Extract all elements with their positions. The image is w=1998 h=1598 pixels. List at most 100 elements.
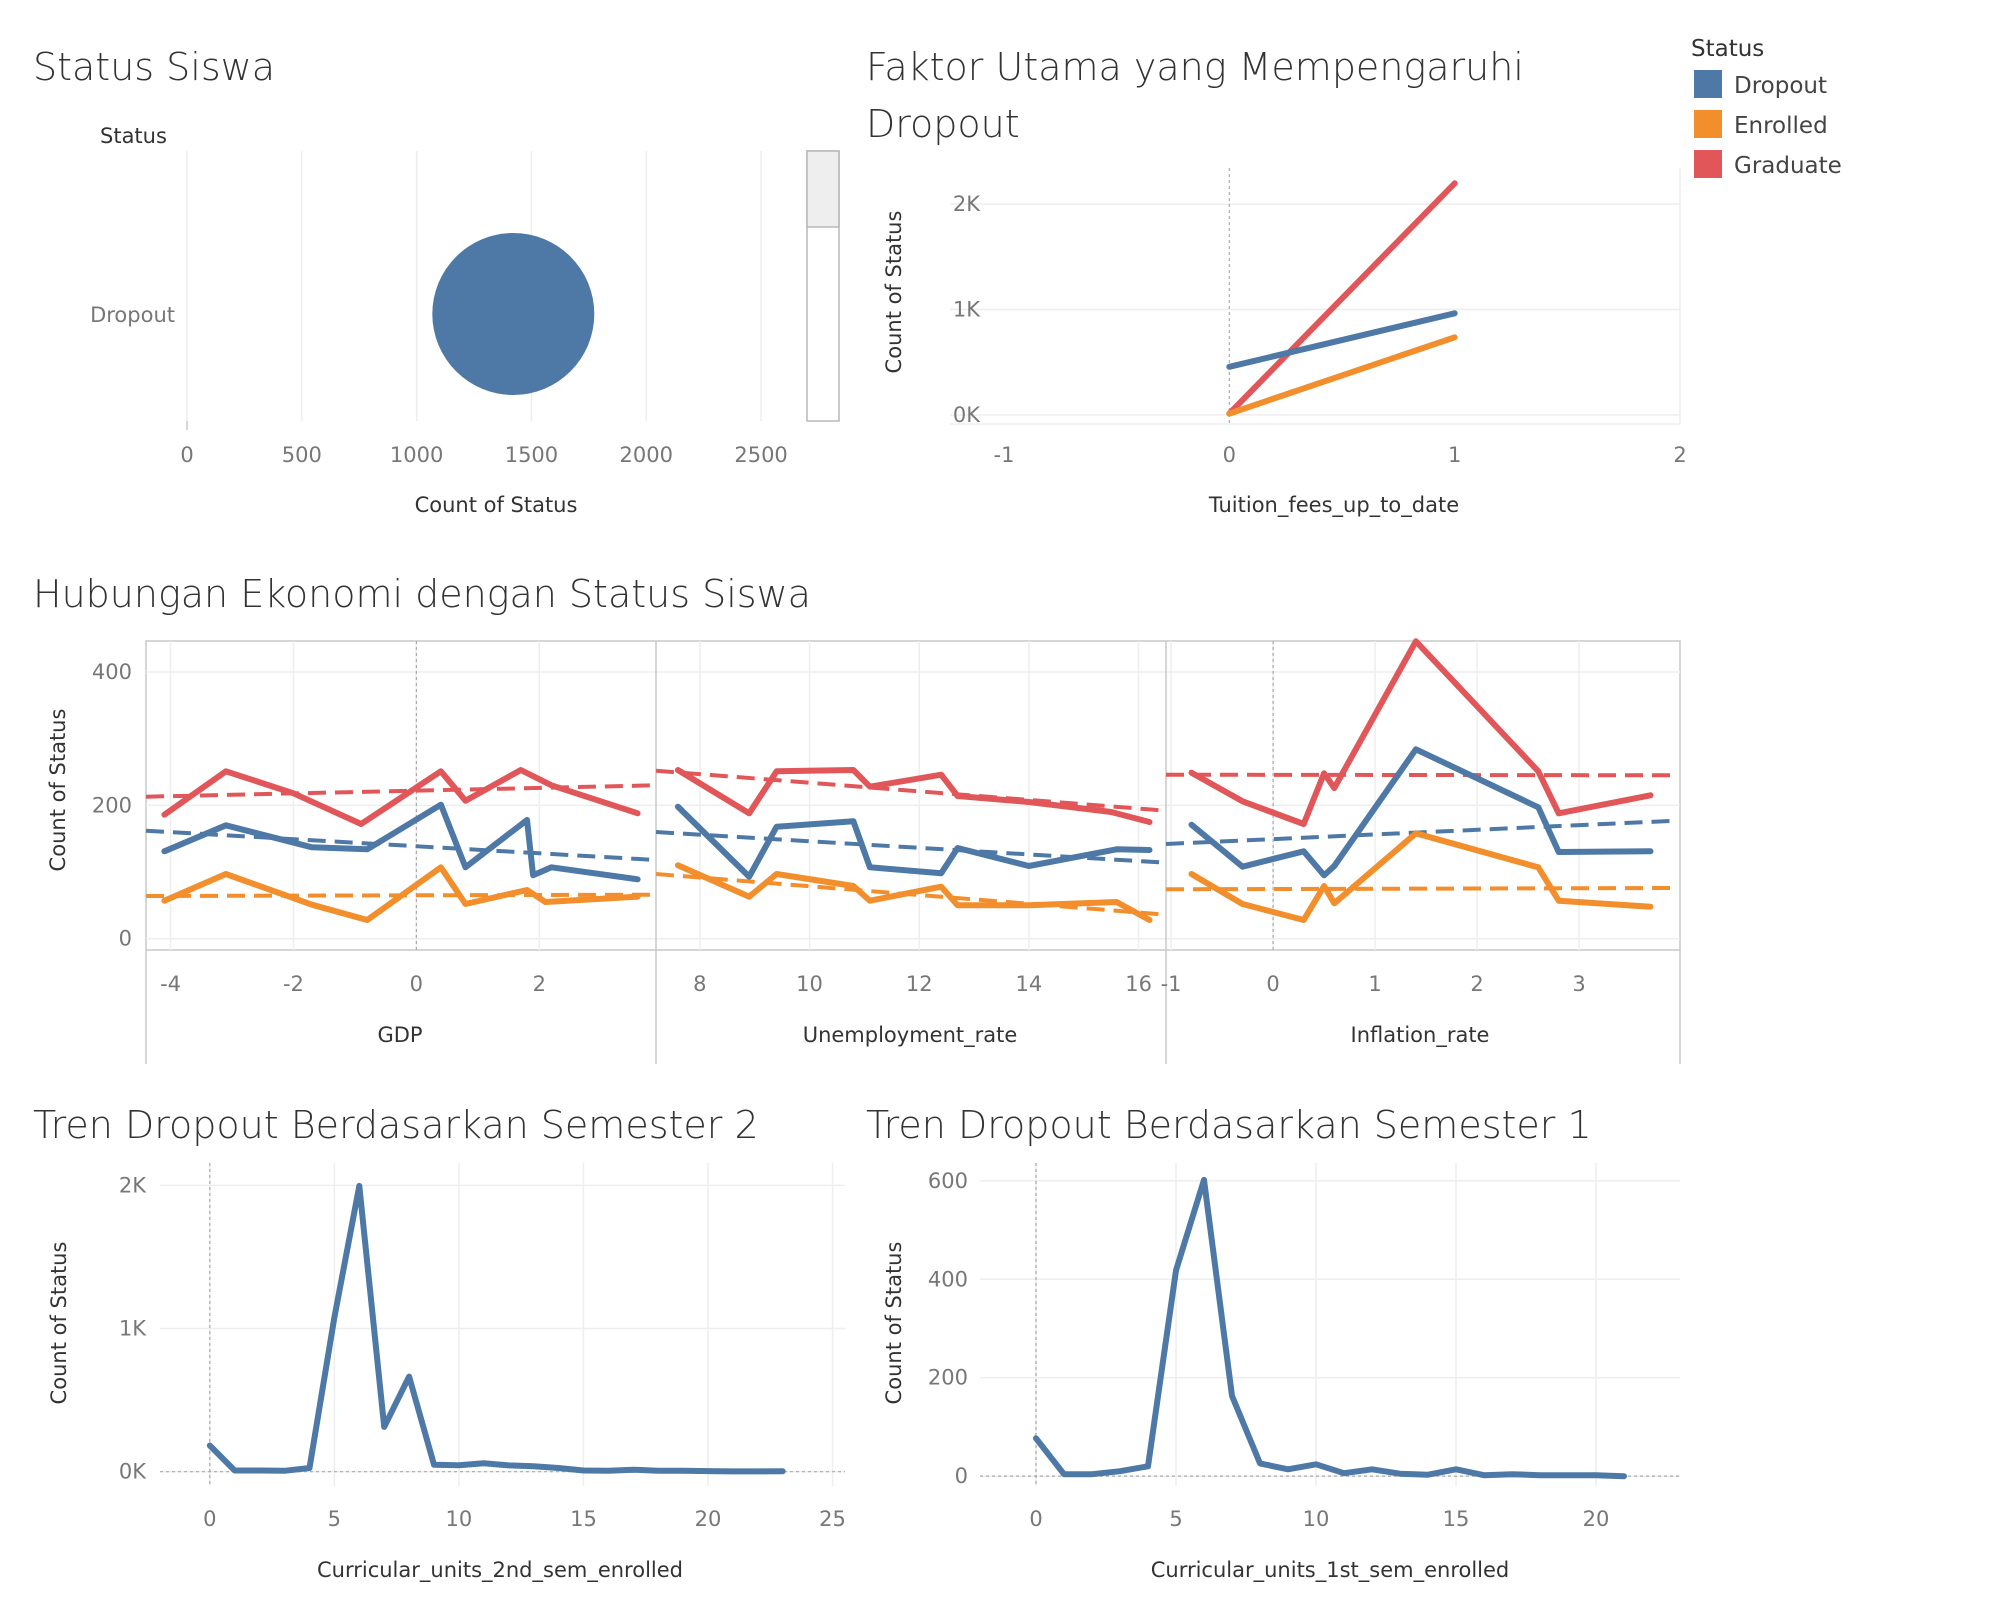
x-tick-label: 15 [1443, 1507, 1470, 1531]
x-tick-label: 10 [446, 1507, 473, 1531]
x-tick-label: 10 [796, 972, 823, 996]
trendline-dropout [145, 828, 657, 862]
legend-title: Status [1691, 36, 1764, 62]
panel-inflation_rate: -1 0 1 2 3 [1161, 638, 1677, 996]
line-enrolled [1226, 334, 1458, 417]
x-tick-label: 1 [1448, 443, 1461, 467]
x-tick-label: 16 [1125, 972, 1152, 996]
x-tick-label: 0 [203, 1507, 216, 1531]
line-dropout [674, 803, 1153, 880]
x-tick-label: 500 [282, 443, 322, 467]
line-dropout [206, 1182, 786, 1475]
y-tick-label: 2K [119, 1173, 147, 1197]
y-tick-label: 400 [928, 1267, 968, 1291]
line-dropout [1033, 1176, 1627, 1480]
title-faktor-line1: Faktor Utama yang Mempengaruhi [866, 45, 1524, 89]
ekonomi-inflation-axis-title: Inflation_rate [1351, 1023, 1490, 1048]
y-tick-label: 200 [928, 1366, 968, 1390]
legend-swatch-dropout [1694, 70, 1722, 98]
panel-gdp: -4 -2 0 2 [145, 641, 657, 996]
x-tick-label: 2 [1673, 443, 1686, 467]
panel-unemployment_rate: 8 10 12 14 16 [655, 641, 1167, 996]
line-dropout [161, 801, 641, 883]
x-tick-label: 15 [570, 1507, 597, 1531]
legend-label-graduate: Graduate [1734, 153, 1842, 179]
y-tick-label: 600 [928, 1169, 968, 1193]
faktor-y-axis-title: Count of Status [882, 211, 906, 374]
line-dropout [1188, 746, 1654, 879]
status-x-axis-title: Count of Status [415, 493, 578, 517]
title-faktor-line2: Dropout [866, 102, 1020, 146]
trendline-dropout [655, 830, 1167, 865]
x-tick-label: 1000 [390, 443, 443, 467]
x-tick-label: 3 [1572, 972, 1585, 996]
x-tick-label: 0 [1266, 972, 1279, 996]
x-tick-label: 8 [693, 972, 706, 996]
legend[interactable]: Status Dropout Enrolled Graduate [1691, 36, 1842, 179]
line-graduate [161, 767, 641, 827]
trendline-enrolled [1165, 886, 1677, 892]
x-tick-label: 20 [695, 1507, 722, 1531]
ekonomi-gdp-axis-title: GDP [377, 1023, 422, 1047]
x-tick-label: 10 [1303, 1507, 1330, 1531]
x-tick-label: 0 [180, 443, 193, 467]
legend-label-enrolled: Enrolled [1734, 113, 1828, 139]
x-tick-label: 2 [533, 972, 546, 996]
x-tick-label: 14 [1016, 972, 1043, 996]
y-tick-label: 0 [955, 1464, 968, 1488]
title-faktor: Faktor Utama yang Mempengaruhi Dropout [866, 45, 1536, 146]
trendline-graduate [1165, 772, 1677, 778]
status-row-label-dropout: Dropout [90, 303, 175, 327]
ekonomi-y-axis-title: Count of Status [46, 709, 70, 872]
sem2-y-axis-title: Count of Status [47, 1242, 71, 1405]
faktor-x-axis-title: Tuition_fees_up_to_date [1208, 493, 1459, 518]
sem2-x-axis-title: Curricular_units_2nd_sem_enrolled [317, 1558, 683, 1583]
y-tick-label: 2K [953, 192, 981, 216]
line-dropout [1226, 310, 1458, 370]
x-tick-label: -2 [283, 972, 304, 996]
status-scrollbar[interactable] [806, 150, 840, 422]
trendline-graduate [655, 768, 1167, 813]
y-tick-label: 1K [953, 298, 981, 322]
x-tick-label: 1 [1368, 972, 1381, 996]
sem1-y-axis-title: Count of Status [882, 1242, 906, 1405]
chart-tren-semester-2: 0K 1K 2K 0 5 10 15 20 25 [119, 1163, 846, 1531]
legend-swatch-graduate [1694, 150, 1722, 178]
x-tick-label: -4 [160, 972, 181, 996]
x-tick-label: 2500 [734, 443, 787, 467]
legend-swatch-enrolled [1694, 110, 1722, 138]
x-tick-label: 25 [819, 1507, 846, 1531]
x-tick-label: 0 [410, 972, 423, 996]
x-tick-label: 0 [1223, 443, 1236, 467]
x-tick-label: 2000 [620, 443, 673, 467]
line-enrolled [161, 864, 641, 923]
y-tick-label: 0 [119, 927, 132, 951]
x-tick-label: -1 [994, 443, 1015, 467]
x-tick-label: 1500 [505, 443, 558, 467]
x-tick-label: 5 [1169, 1507, 1182, 1531]
line-graduate [1226, 180, 1458, 417]
ekonomi-unemployment-axis-title: Unemployment_rate [803, 1023, 1018, 1048]
y-tick-label: 200 [92, 793, 132, 817]
plot-frame [145, 640, 1681, 951]
title-sem1: Tren Dropout Berdasarkan Semester 1 [866, 1103, 1592, 1147]
chart-tren-semester-1: 0 200 400 600 0 5 10 15 20 [928, 1163, 1680, 1531]
y-tick-label: 400 [92, 660, 132, 684]
x-tick-label: 5 [328, 1507, 341, 1531]
x-tick-label: 2 [1470, 972, 1483, 996]
y-tick-label: 0K [119, 1460, 147, 1484]
title-ekonomi: Hubungan Ekonomi dengan Status Siswa [33, 572, 811, 616]
y-tick-label: 0K [953, 403, 981, 427]
line-graduate [674, 767, 1153, 825]
sem1-x-axis-title: Curricular_units_1st_sem_enrolled [1151, 1558, 1510, 1583]
line-enrolled [674, 862, 1153, 923]
x-tick-label: 0 [1029, 1507, 1042, 1531]
bubble-dropout [432, 233, 595, 395]
line-enrolled [1188, 830, 1654, 923]
legend-label-dropout: Dropout [1734, 73, 1827, 99]
scrollbar-thumb[interactable] [806, 150, 840, 228]
x-tick-label: 20 [1583, 1507, 1610, 1531]
title-status-siswa: Status Siswa [33, 45, 275, 89]
